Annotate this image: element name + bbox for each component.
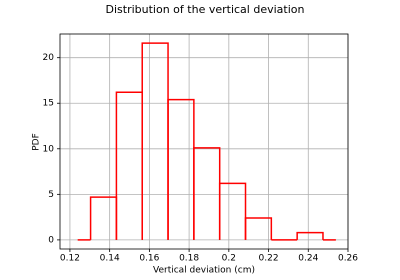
x-tick-label: 0.26: [338, 254, 358, 264]
x-tick-label: 0.14: [100, 254, 120, 264]
bar: [167, 98, 195, 240]
bar: [296, 231, 324, 240]
y-tick-label: 0: [48, 235, 54, 245]
x-tick-label: 0.24: [298, 254, 318, 264]
x-tick-label: 0.16: [139, 254, 159, 264]
x-tick-label: 0.22: [259, 254, 279, 264]
x-tick-label: 0.18: [179, 254, 199, 264]
bar: [193, 147, 221, 240]
bar: [89, 196, 118, 240]
y-tick-label: 10: [43, 144, 55, 154]
bar: [218, 182, 247, 240]
x-tick-label: 0.12: [60, 254, 80, 264]
y-axis-label: PDF: [32, 133, 42, 151]
y-tick-label: 15: [43, 99, 54, 109]
plot-frame: [59, 33, 349, 250]
x-tick-label: 0.2: [222, 254, 236, 264]
chart-title: Distribution of the vertical deviation: [106, 3, 305, 16]
bar: [115, 91, 143, 240]
y-tick-label: 20: [43, 53, 55, 63]
y-tick-label: 5: [48, 190, 54, 200]
bar: [244, 217, 273, 240]
x-axis-label: Vertical deviation (cm): [153, 266, 255, 276]
bar: [141, 42, 169, 240]
